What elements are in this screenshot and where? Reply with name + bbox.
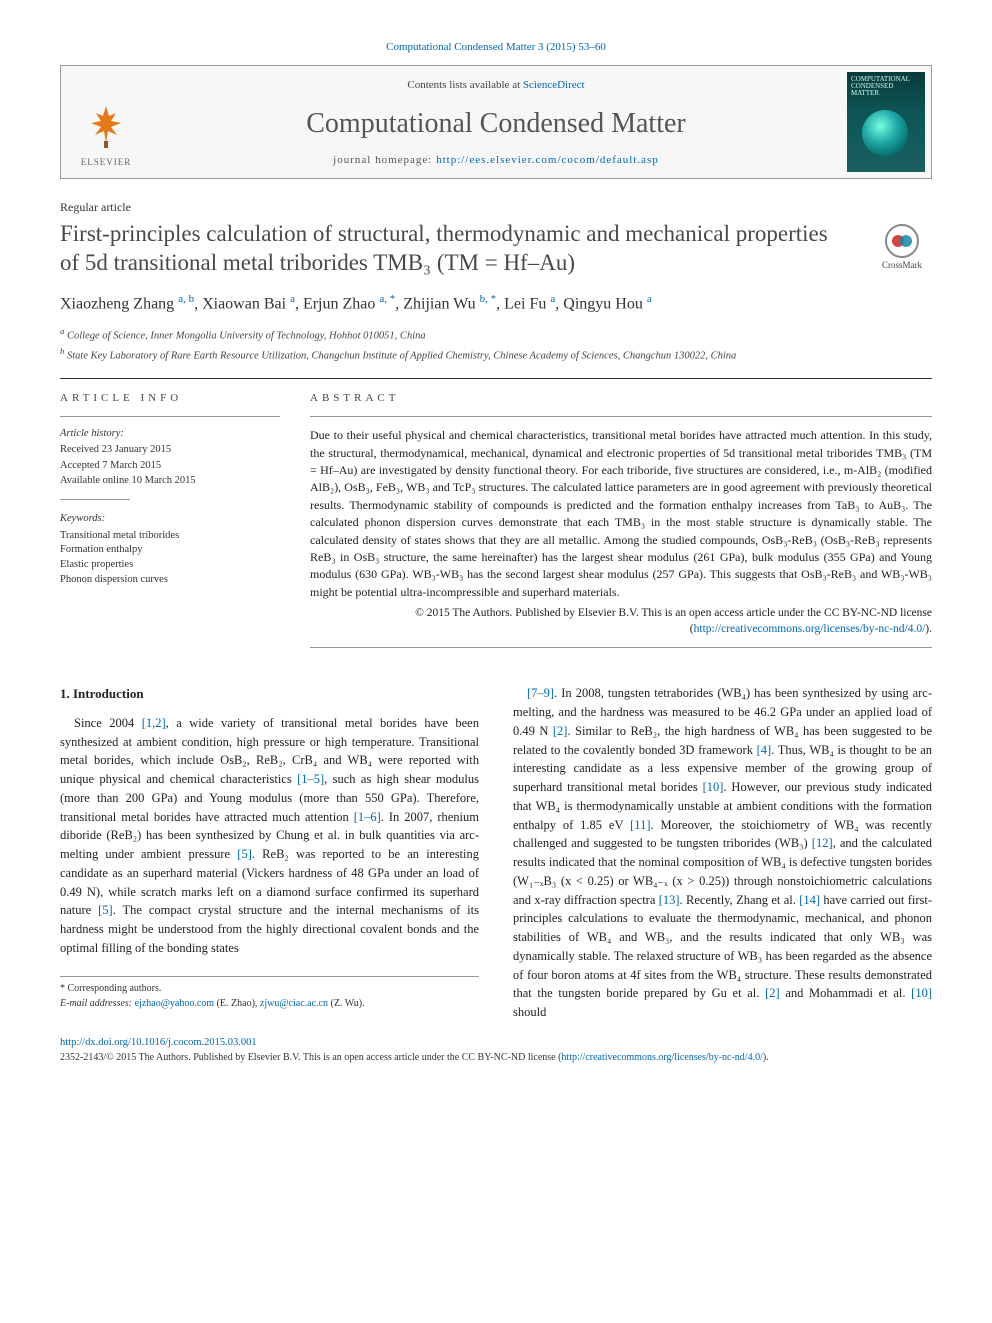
ref-link[interactable]: [12] [812, 836, 833, 850]
citation-line: Computational Condensed Matter 3 (2015) … [60, 40, 932, 55]
article-type: Regular article [60, 199, 932, 216]
ref-link[interactable]: [2] [765, 986, 780, 1000]
accepted-date: Accepted 7 March 2015 [60, 459, 280, 474]
ref-link[interactable]: [14] [799, 893, 820, 907]
ref-link[interactable]: [7–9] [527, 686, 554, 700]
ref-link[interactable]: [1–6] [354, 810, 381, 824]
contents-prefix: Contents lists available at [407, 79, 522, 91]
doi-block: http://dx.doi.org/10.1016/j.cocom.2015.0… [60, 1036, 932, 1065]
received-date: Received 23 January 2015 [60, 443, 280, 458]
abstract-text: Due to their useful physical and chemica… [310, 427, 932, 601]
masthead: ELSEVIER Contents lists available at Sci… [60, 65, 932, 179]
sciencedirect-link[interactable]: ScienceDirect [523, 79, 585, 91]
ref-link[interactable]: [4] [757, 743, 772, 757]
ref-link[interactable]: [5] [98, 903, 113, 917]
abstract-head: ABSTRACT [310, 391, 932, 406]
elsevier-tree-icon [81, 99, 131, 154]
journal-cover-thumb: COMPUTATIONAL CONDENSED MATTER [847, 72, 925, 172]
ref-link[interactable]: [1–5] [297, 772, 324, 786]
article-history: Article history: Received 23 January 201… [60, 427, 280, 489]
doi-link[interactable]: http://dx.doi.org/10.1016/j.cocom.2015.0… [60, 1037, 257, 1048]
issn-suffix: ). [763, 1052, 769, 1063]
journal-name: Computational Condensed Matter [151, 104, 841, 143]
issn-license-line: 2352-2143/© 2015 The Authors. Published … [60, 1051, 932, 1065]
abstract-bottom-rule [310, 647, 932, 648]
journal-homepage: journal homepage: http://ees.elsevier.co… [151, 153, 841, 168]
email-line: E-mail addresses: ejzhao@yahoo.com (E. Z… [60, 996, 479, 1011]
copyright-suffix: ). [925, 623, 932, 635]
right-column: [7–9]. In 2008, tungsten tetraborides (W… [513, 684, 932, 1022]
abstract-divider [310, 416, 932, 417]
email-1[interactable]: ejzhao@yahoo.com [135, 998, 214, 1009]
history-label: Article history: [60, 427, 280, 442]
footer-license-link[interactable]: http://creativecommons.org/licenses/by-n… [561, 1052, 762, 1063]
footnotes: * Corresponding authors. E-mail addresse… [60, 976, 479, 1011]
ref-link[interactable]: [10] [703, 780, 724, 794]
ref-link[interactable]: [13] [659, 893, 680, 907]
article-title: First-principles calculation of structur… [60, 220, 932, 278]
keyword-2: Elastic properties [60, 558, 280, 573]
cover-title: COMPUTATIONAL CONDENSED MATTER [851, 76, 921, 97]
ref-link[interactable]: [10] [911, 986, 932, 1000]
ref-link[interactable]: [2] [553, 724, 568, 738]
ref-link[interactable]: [11] [630, 818, 650, 832]
info-divider-2 [60, 499, 130, 500]
divider [60, 378, 932, 379]
contents-available: Contents lists available at ScienceDirec… [151, 78, 841, 93]
issn-prefix: 2352-2143/© 2015 The Authors. Published … [60, 1052, 561, 1063]
masthead-center: Contents lists available at ScienceDirec… [151, 66, 841, 178]
affiliations: a College of Science, Inner Mongolia Uni… [60, 325, 932, 364]
publisher-logo-box: ELSEVIER [61, 66, 151, 178]
body-right-para: [7–9]. In 2008, tungsten tetraborides (W… [513, 684, 932, 1022]
keywords-label: Keywords: [60, 512, 280, 527]
abstract-col: ABSTRACT Due to their useful physical an… [310, 391, 932, 658]
email-2[interactable]: zjwu@ciac.ac.cn [260, 998, 328, 1009]
ref-link[interactable]: [5] [237, 847, 252, 861]
info-abstract-row: ARTICLE INFO Article history: Received 2… [60, 391, 932, 658]
ref-link[interactable]: [1,2] [142, 716, 166, 730]
keyword-3: Phonon dispersion curves [60, 573, 280, 588]
article-page: Computational Condensed Matter 3 (2015) … [0, 0, 992, 1095]
crossmark-label: CrossMark [882, 260, 922, 270]
crossmark-badge[interactable]: CrossMark [872, 224, 932, 271]
info-divider [60, 416, 280, 417]
affiliation-b: b State Key Laboratory of Rare Earth Res… [60, 345, 932, 364]
corresponding-note: * Corresponding authors. [60, 981, 479, 996]
title-text: First-principles calculation of structur… [60, 221, 828, 275]
cover-box: COMPUTATIONAL CONDENSED MATTER [841, 66, 931, 178]
cover-art [862, 110, 908, 156]
body-left-para: Since 2004 [1,2], a wide variety of tran… [60, 714, 479, 958]
body-columns: 1. Introduction Since 2004 [1,2], a wide… [60, 684, 932, 1022]
email-prefix: E-mail addresses: [60, 998, 135, 1009]
homepage-prefix: journal homepage: [333, 154, 436, 166]
citation-link[interactable]: Computational Condensed Matter 3 (2015) … [386, 41, 606, 53]
section-heading-1: 1. Introduction [60, 684, 479, 704]
elsevier-wordmark: ELSEVIER [81, 156, 132, 169]
email-1-name: (E. Zhao), [214, 998, 260, 1009]
homepage-link[interactable]: http://ees.elsevier.com/cocom/default.as… [436, 154, 659, 166]
article-info-head: ARTICLE INFO [60, 391, 280, 406]
online-date: Available online 10 March 2015 [60, 474, 280, 489]
author-list: Xiaozheng Zhang a, b, Xiaowan Bai a, Erj… [60, 292, 932, 316]
email-2-name: (Z. Wu). [328, 998, 365, 1009]
affiliation-a: a College of Science, Inner Mongolia Uni… [60, 325, 932, 344]
article-info-col: ARTICLE INFO Article history: Received 2… [60, 391, 280, 658]
keyword-0: Transitional metal triborides [60, 529, 280, 544]
left-column: 1. Introduction Since 2004 [1,2], a wide… [60, 684, 479, 1022]
abstract-copyright: © 2015 The Authors. Published by Elsevie… [310, 605, 932, 637]
keyword-1: Formation enthalpy [60, 543, 280, 558]
license-link[interactable]: http://creativecommons.org/licenses/by-n… [694, 623, 926, 635]
crossmark-icon [885, 224, 919, 258]
